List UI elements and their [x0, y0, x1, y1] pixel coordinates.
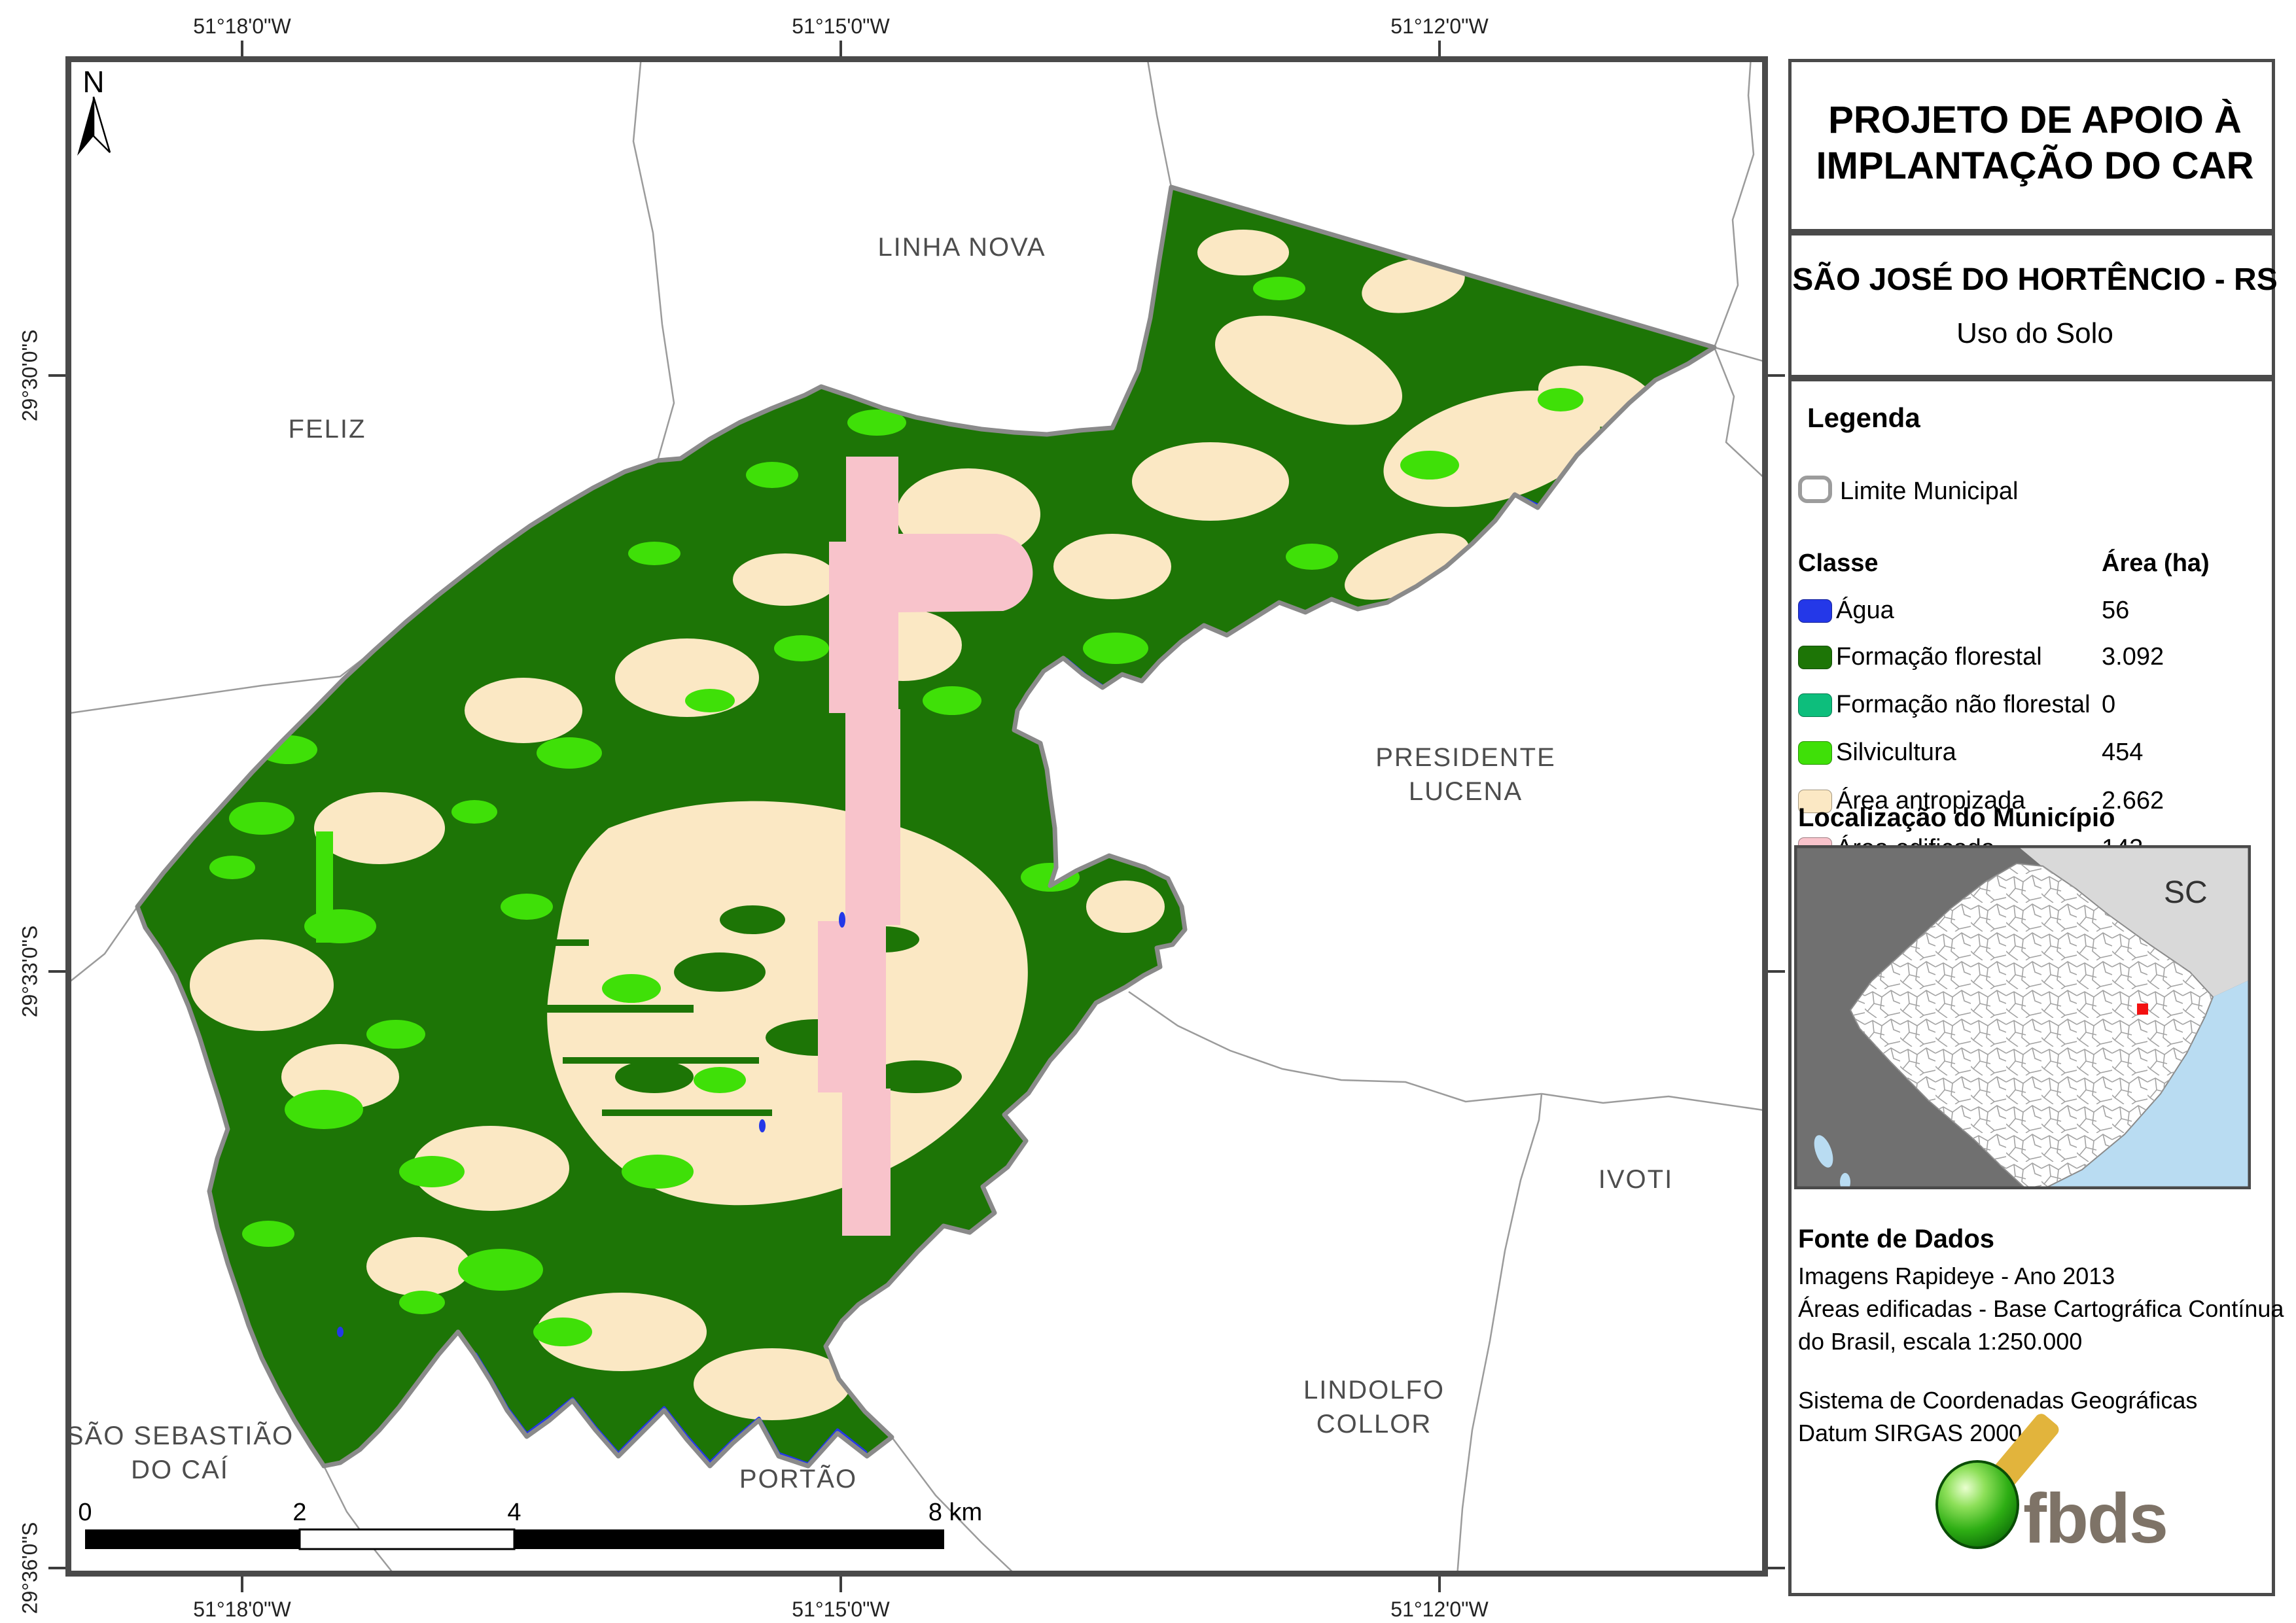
inset-sc-region [2017, 845, 2251, 997]
tick-bottom-w12 [1438, 1577, 1441, 1592]
data-source-line-4: Sistema de Coordenadas Geográficas [1798, 1387, 2198, 1414]
legend-area-formacao-florestal: 3.092 [2102, 643, 2164, 671]
legend-swatch-formacao-nao-florestal [1798, 693, 1832, 717]
title-box: PROJETO DE APOIO À IMPLANTAÇÃO DO CAR [1788, 59, 2275, 232]
municipality-border [135, 184, 1717, 1469]
data-source-line-5: Datum SIRGAS 2000 [1798, 1420, 2022, 1446]
inset-border [1794, 845, 2251, 1189]
subtitle-box: SÃO JOSÉ DO HORTÊNCIO - RS Uso do Solo [1788, 232, 2278, 378]
label-presidente-lucena-2: LUCENA [1409, 777, 1523, 806]
tick-left-s36 [48, 1567, 65, 1569]
coord-top-w12: 51°12'0"W [1390, 14, 1489, 38]
map-canvas: LINHA NOVA FELIZ PRESIDENTE LUCENA IVOTI… [65, 56, 1768, 1577]
tick-top-w18 [241, 41, 243, 56]
logo-text: fbds [2023, 1478, 2168, 1558]
limite-municipal-swatch [1798, 476, 1832, 503]
tick-left-s33 [48, 970, 65, 973]
locator-heading: Localização do Município [1798, 803, 2115, 832]
inset-lagoon-small [1840, 1173, 1850, 1189]
neighbor-boundaries [65, 56, 1768, 1577]
north-label: N [82, 65, 104, 99]
legend-area-formacao-nao-florestal: 0 [2102, 691, 2116, 718]
scale-0: 0 [78, 1499, 92, 1526]
label-linha-nova: LINHA NOVA [877, 233, 1046, 262]
label-lindolfo-collor-1: LINDOLFO [1303, 1376, 1445, 1405]
legend-swatch-formacao-florestal [1798, 646, 1832, 669]
data-source-line-1: Imagens Rapideye - Ano 2013 [1798, 1263, 2115, 1289]
legend-area-area-antropizada: 2.662 [2102, 787, 2164, 814]
limite-municipal-label: Limite Municipal [1840, 478, 2019, 505]
label-sao-sebastiao-2: DO CAÍ [131, 1455, 229, 1484]
tick-right-s36 [1768, 1567, 1785, 1569]
coord-top-w18: 51°18'0"W [193, 14, 291, 38]
inset-lagoon [1814, 1135, 1833, 1168]
tick-left-s30 [48, 374, 65, 377]
coord-left-s30: 29°30'0"S [18, 329, 42, 422]
legend-swatch-agua [1798, 599, 1832, 623]
legend-area-agua: 56 [2102, 597, 2130, 624]
tick-right-s33 [1768, 970, 1785, 973]
tick-top-w12 [1438, 41, 1441, 56]
legend-swatch-area-antropizada [1798, 790, 1832, 813]
coord-top-w15: 51°15'0"W [792, 14, 890, 38]
coord-left-s36: 29°36'0"S [18, 1522, 42, 1614]
data-source-heading: Fonte de Dados [1798, 1225, 1995, 1253]
label-portao: PORTÃO [739, 1464, 857, 1493]
legend-heading: Legenda [1807, 402, 1920, 433]
label-feliz: FELIZ [289, 415, 366, 444]
edificada-corridor [818, 457, 1033, 1236]
tick-top-w15 [839, 41, 842, 56]
neighbor-labels: LINHA NOVA FELIZ PRESIDENTE LUCENA IVOTI… [66, 233, 1673, 1493]
tick-bottom-w15 [839, 1577, 842, 1592]
coord-bottom-w18: 51°18'0"W [193, 1597, 291, 1621]
scale-8km: 8 km [928, 1499, 982, 1526]
legend-label-silvicultura: Silvicultura [1836, 739, 1956, 766]
legend-area-silvicultura: 454 [2102, 739, 2144, 766]
label-lindolfo-collor-2: COLLOR [1316, 1410, 1432, 1439]
inset-sc-label: SC [2164, 875, 2208, 910]
legend-label-agua: Água [1836, 597, 1894, 624]
north-arrow-icon: N [77, 65, 111, 156]
label-sao-sebastiao-1: SÃO SEBASTIÃO [66, 1421, 294, 1450]
coord-bottom-w12: 51°12'0"W [1390, 1597, 1489, 1621]
legend-swatch-silvicultura [1798, 741, 1832, 765]
label-ivoti: IVOTI [1598, 1165, 1673, 1194]
project-title-line2: IMPLANTAÇÃO DO CAR [1816, 145, 2254, 187]
data-source-line-3: do Brasil, escala 1:250.000 [1798, 1328, 2083, 1355]
tick-right-s30 [1768, 374, 1785, 377]
data-source-line-2: Áreas edificadas - Base Cartográfica Con… [1798, 1295, 2284, 1322]
scale-4: 4 [507, 1499, 521, 1526]
municipality-title: SÃO JOSÉ DO HORTÊNCIO - RS [1792, 262, 2278, 297]
inset-municipality-marker [2137, 1003, 2148, 1015]
inset-ocean [2043, 979, 2251, 1189]
scale-bar: 0 2 4 8 km [78, 1499, 982, 1550]
map-frame [65, 56, 1768, 1577]
legend-label-formacao-nao-florestal: Formação não florestal [1836, 691, 2091, 718]
legend-label-formacao-florestal: Formação florestal [1836, 643, 2042, 671]
project-title-line1: PROJETO DE APOIO À [1828, 99, 2242, 141]
tick-bottom-w18 [241, 1577, 243, 1592]
map-theme-title: Uso do Solo [1956, 317, 2113, 349]
legend-label-area-antropizada: Área antropizada [1836, 787, 2026, 814]
legend-class-header: Classe [1798, 550, 1879, 577]
coord-bottom-w15: 51°15'0"W [792, 1597, 890, 1621]
scale-2: 2 [292, 1499, 306, 1526]
label-presidente-lucena-1: PRESIDENTE [1375, 743, 1556, 772]
logo-sphere-icon [1935, 1460, 2019, 1549]
coord-left-s33: 29°33'0"S [18, 925, 42, 1018]
locator-inset-map: SC [1794, 845, 2251, 1189]
legend-area-header: Área (ha) [2102, 550, 2210, 577]
